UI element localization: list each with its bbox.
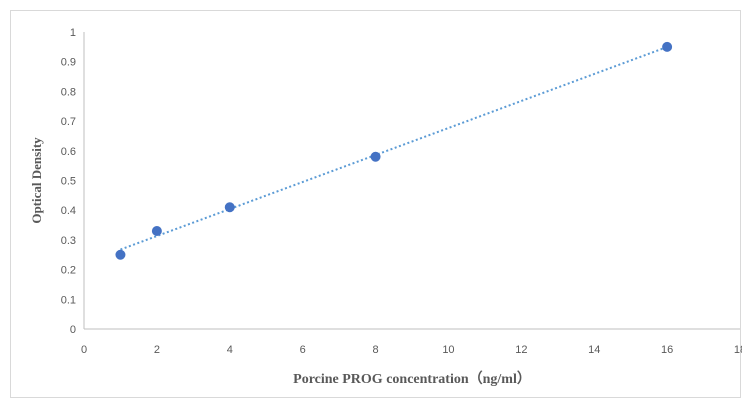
x-tick-label: 2 <box>154 344 160 356</box>
x-tick-label: 4 <box>227 344 233 356</box>
data-point <box>370 151 381 162</box>
y-tick-label: 0.3 <box>61 235 76 247</box>
y-axis-title: Optical Density <box>29 137 44 224</box>
y-tick-label: 0.5 <box>61 176 76 188</box>
y-tick-labels: 0 0.1 0.2 0.3 0.4 0.5 0.6 0.7 0.8 0.9 1 <box>61 27 76 336</box>
data-point <box>151 225 162 236</box>
y-tick-label: 0.1 <box>61 294 76 306</box>
x-tick-labels: 0 2 4 6 8 10 12 14 16 18 <box>81 344 742 356</box>
x-tick-label: 8 <box>372 344 378 356</box>
x-tick-label: 6 <box>300 344 306 356</box>
axes <box>83 32 740 330</box>
y-tick-label: 0 <box>70 324 76 336</box>
y-tick-label: 0.6 <box>61 146 76 158</box>
y-tick-label: 0.8 <box>61 86 76 98</box>
data-point <box>662 41 673 52</box>
y-tick-label: 1 <box>70 27 76 39</box>
x-tick-label: 0 <box>81 344 87 356</box>
scatter-chart: 0 2 4 6 8 10 12 14 16 18 0 0.1 0.2 0.3 0.4 0.5 0.6 0.7 0.… <box>29 27 742 387</box>
data-points <box>115 41 673 260</box>
y-tick-label: 0.4 <box>61 205 76 217</box>
data-point <box>224 202 235 213</box>
x-tick-label: 10 <box>442 344 454 356</box>
x-tick-label: 18 <box>734 344 742 356</box>
trendline <box>120 46 668 251</box>
chart-frame: 0 2 4 6 8 10 12 14 16 18 0 0.1 0.2 0.3 0.4 0.5 0.6 0.7 0.… <box>10 10 742 398</box>
y-tick-label: 0.2 <box>61 265 76 277</box>
x-tick-label: 14 <box>588 344 600 356</box>
y-tick-label: 0.7 <box>61 116 76 128</box>
data-point <box>115 249 126 260</box>
x-tick-label: 16 <box>661 344 673 356</box>
x-axis-title: Porcine PROG concentration（ng/ml） <box>293 371 531 387</box>
x-tick-label: 12 <box>515 344 527 356</box>
y-tick-label: 0.9 <box>61 57 76 69</box>
